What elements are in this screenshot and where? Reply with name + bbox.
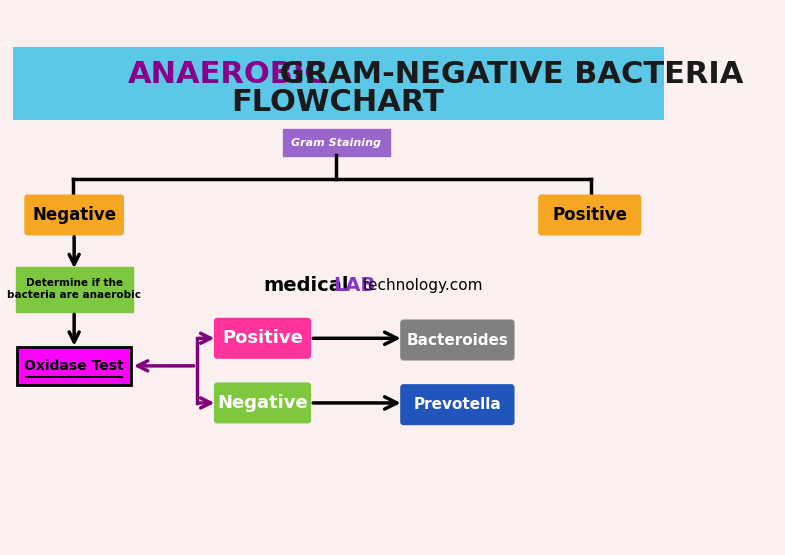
Text: technology.com: technology.com: [363, 278, 484, 293]
Text: Prevotella: Prevotella: [414, 397, 502, 412]
Text: medical: medical: [263, 276, 349, 295]
FancyBboxPatch shape: [401, 385, 514, 425]
FancyBboxPatch shape: [283, 129, 389, 157]
Text: Gram Staining: Gram Staining: [291, 138, 382, 148]
Text: FLOWCHART: FLOWCHART: [232, 88, 444, 118]
Text: Positive: Positive: [222, 329, 303, 347]
Text: ANAEROBIC: ANAEROBIC: [128, 60, 327, 89]
FancyBboxPatch shape: [214, 383, 310, 423]
FancyBboxPatch shape: [13, 47, 664, 120]
Text: GRAM-NEGATIVE BACTERIA: GRAM-NEGATIVE BACTERIA: [269, 60, 743, 89]
FancyBboxPatch shape: [25, 195, 123, 235]
Text: Positive: Positive: [552, 206, 627, 224]
Text: Determine if the
bacteria are anaerobic: Determine if the bacteria are anaerobic: [7, 279, 141, 300]
FancyBboxPatch shape: [401, 320, 514, 360]
Text: LAB: LAB: [334, 276, 376, 295]
FancyBboxPatch shape: [539, 195, 641, 235]
Text: Negative: Negative: [217, 394, 308, 412]
FancyBboxPatch shape: [16, 267, 133, 311]
FancyBboxPatch shape: [17, 347, 131, 385]
Text: Bacteroides: Bacteroides: [407, 332, 509, 347]
Text: Negative: Negative: [32, 206, 116, 224]
Text: Oxidase Test: Oxidase Test: [24, 359, 124, 373]
FancyBboxPatch shape: [214, 319, 310, 358]
